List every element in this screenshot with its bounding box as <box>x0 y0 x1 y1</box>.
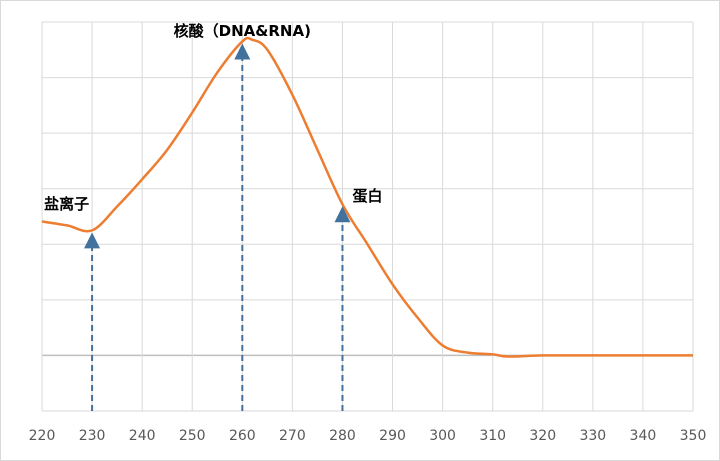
x-tick-label: 330 <box>579 428 606 444</box>
series-line <box>41 36 693 358</box>
x-tick-label: 260 <box>229 428 256 444</box>
x-tick-label: 290 <box>379 428 406 444</box>
x-tick-label: 320 <box>529 428 556 444</box>
x-tick-label: 350 <box>680 428 707 444</box>
x-tick-label: 230 <box>79 428 106 444</box>
x-tick-label: 270 <box>279 428 306 444</box>
x-tick-label: 280 <box>329 428 356 444</box>
annotation-label: 核酸（DNA&RNA) <box>174 22 311 40</box>
x-tick-label: 250 <box>179 428 206 444</box>
x-tick-label: 310 <box>479 428 506 444</box>
x-tick-label: 240 <box>129 428 156 444</box>
x-tick-label: 340 <box>630 428 657 444</box>
x-tick-label: 300 <box>429 428 456 444</box>
annotation-label: 盐离子 <box>44 195 89 213</box>
annotation-label: 蛋白 <box>352 187 382 205</box>
x-tick-label: 220 <box>29 428 56 444</box>
